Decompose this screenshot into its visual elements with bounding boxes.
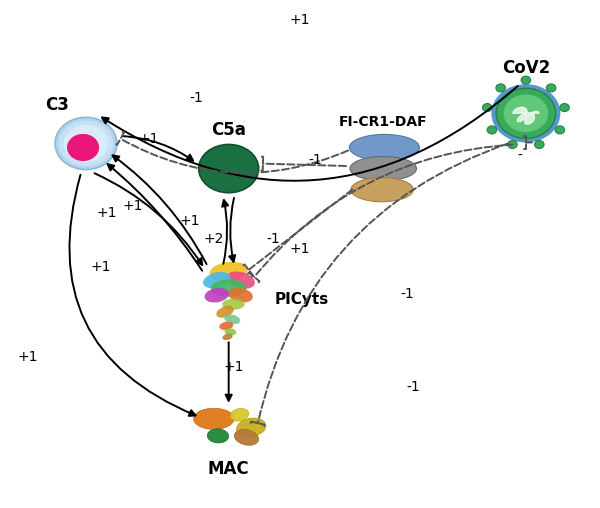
Text: -: - <box>518 149 523 163</box>
Text: +2: +2 <box>203 232 224 246</box>
Circle shape <box>491 84 560 142</box>
Ellipse shape <box>203 272 230 289</box>
Text: FI-CR1-DAF: FI-CR1-DAF <box>339 115 428 130</box>
Ellipse shape <box>229 288 253 303</box>
Circle shape <box>547 84 556 92</box>
Text: MAC: MAC <box>208 460 250 478</box>
Circle shape <box>59 120 113 167</box>
Text: +1: +1 <box>180 214 200 228</box>
Ellipse shape <box>194 408 234 429</box>
Text: +1: +1 <box>17 350 38 364</box>
Ellipse shape <box>199 144 259 193</box>
Ellipse shape <box>350 156 416 181</box>
Polygon shape <box>513 107 539 124</box>
Ellipse shape <box>226 271 255 289</box>
Text: +1: +1 <box>290 242 310 256</box>
Circle shape <box>67 134 99 161</box>
Circle shape <box>482 104 492 112</box>
Text: PICyts: PICyts <box>275 292 329 307</box>
Text: -1: -1 <box>189 91 203 105</box>
Circle shape <box>508 140 517 148</box>
Ellipse shape <box>235 429 259 446</box>
Text: C3: C3 <box>46 97 70 114</box>
Ellipse shape <box>209 262 248 281</box>
Ellipse shape <box>224 314 240 324</box>
Text: +1: +1 <box>91 260 111 274</box>
Ellipse shape <box>223 334 233 340</box>
Text: +1: +1 <box>223 360 244 374</box>
Circle shape <box>535 140 544 148</box>
Circle shape <box>55 117 117 170</box>
Text: C5a: C5a <box>211 121 246 139</box>
Text: -1: -1 <box>400 287 414 301</box>
Circle shape <box>496 84 505 92</box>
Text: +1: +1 <box>97 206 117 220</box>
Circle shape <box>64 124 108 162</box>
Text: +1: +1 <box>122 199 143 213</box>
Text: -1: -1 <box>406 380 420 394</box>
Text: -1: -1 <box>308 152 322 167</box>
Circle shape <box>555 126 565 134</box>
Circle shape <box>503 94 548 132</box>
Ellipse shape <box>236 418 266 437</box>
Ellipse shape <box>207 429 229 443</box>
Circle shape <box>487 126 497 134</box>
Ellipse shape <box>217 306 234 318</box>
Ellipse shape <box>230 408 248 421</box>
Ellipse shape <box>349 135 419 161</box>
Ellipse shape <box>222 299 245 310</box>
Ellipse shape <box>205 288 229 303</box>
Ellipse shape <box>224 328 236 335</box>
Text: +1: +1 <box>290 13 310 27</box>
Circle shape <box>521 76 530 84</box>
Ellipse shape <box>219 322 233 330</box>
Text: +1: +1 <box>138 133 158 146</box>
Ellipse shape <box>351 178 413 202</box>
Ellipse shape <box>211 279 247 297</box>
Circle shape <box>560 104 569 112</box>
Text: CoV2: CoV2 <box>502 59 550 77</box>
Text: -1: -1 <box>266 232 280 246</box>
Circle shape <box>496 88 556 139</box>
